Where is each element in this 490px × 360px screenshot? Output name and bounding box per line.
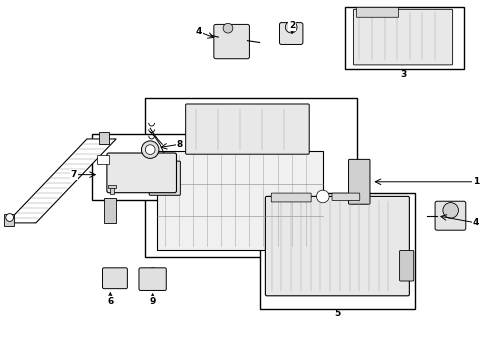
FancyBboxPatch shape — [107, 153, 176, 193]
Text: 4: 4 — [473, 219, 479, 228]
Bar — [146, 98, 357, 257]
FancyBboxPatch shape — [279, 23, 303, 44]
Text: 6: 6 — [107, 297, 114, 306]
Bar — [260, 193, 415, 309]
Text: 4: 4 — [196, 27, 202, 36]
Bar — [104, 198, 116, 223]
FancyBboxPatch shape — [266, 196, 409, 296]
FancyBboxPatch shape — [353, 9, 453, 65]
Circle shape — [142, 141, 159, 158]
Circle shape — [146, 268, 159, 282]
Polygon shape — [7, 139, 116, 223]
Polygon shape — [157, 152, 323, 249]
FancyBboxPatch shape — [400, 251, 414, 281]
FancyBboxPatch shape — [271, 193, 311, 202]
Bar — [110, 187, 114, 194]
Bar — [344, 7, 464, 69]
Polygon shape — [4, 214, 14, 226]
Text: 9: 9 — [149, 297, 156, 306]
FancyBboxPatch shape — [214, 24, 249, 59]
Circle shape — [146, 145, 155, 154]
Bar — [108, 185, 116, 188]
Circle shape — [149, 271, 156, 278]
Text: 8: 8 — [176, 140, 182, 149]
FancyBboxPatch shape — [356, 7, 399, 17]
Circle shape — [223, 23, 233, 33]
Circle shape — [443, 203, 459, 218]
Text: 3: 3 — [400, 70, 406, 79]
FancyBboxPatch shape — [149, 161, 180, 195]
FancyBboxPatch shape — [348, 159, 370, 204]
Bar — [97, 155, 109, 164]
Circle shape — [109, 271, 121, 282]
Circle shape — [285, 21, 297, 33]
FancyBboxPatch shape — [102, 268, 127, 289]
Text: 1: 1 — [473, 177, 479, 186]
Text: 2: 2 — [289, 21, 295, 30]
FancyBboxPatch shape — [139, 268, 166, 291]
Polygon shape — [99, 132, 109, 144]
FancyBboxPatch shape — [435, 201, 466, 230]
FancyBboxPatch shape — [332, 193, 360, 201]
Bar — [92, 134, 196, 200]
Text: 5: 5 — [334, 310, 341, 319]
Circle shape — [317, 190, 329, 203]
Text: 7: 7 — [71, 170, 77, 179]
FancyBboxPatch shape — [186, 104, 309, 154]
Circle shape — [6, 213, 14, 221]
